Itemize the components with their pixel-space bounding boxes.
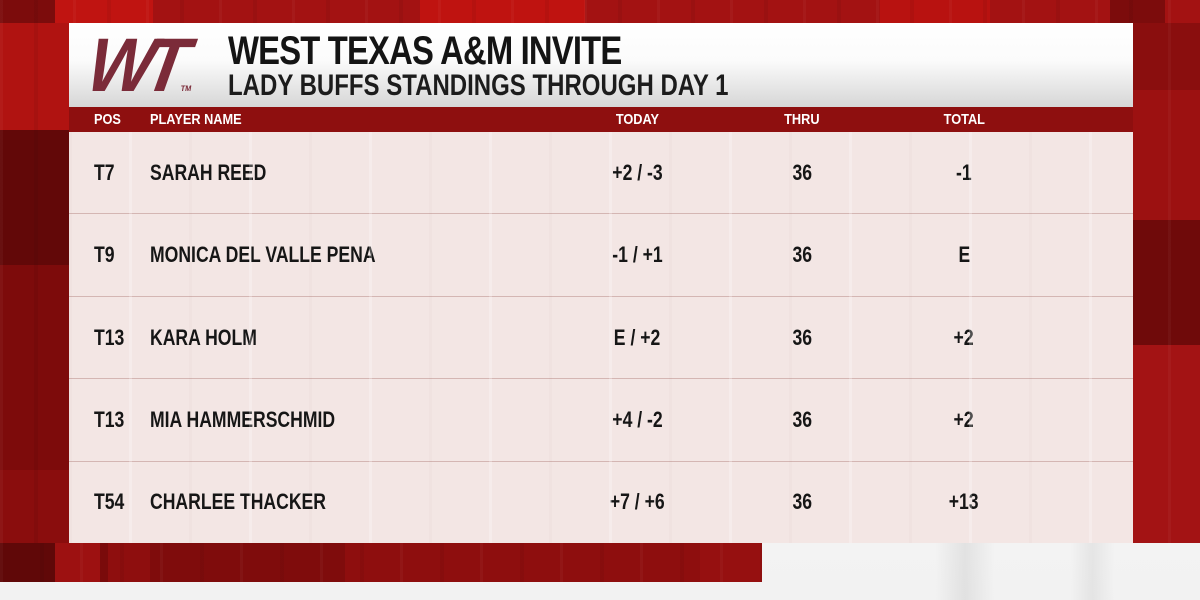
bg-block xyxy=(880,0,990,23)
today-score: +4 / -2 xyxy=(611,406,663,432)
column-header-total: TOTAL xyxy=(943,111,985,128)
player-name: MONICA DEL VALLE PENA xyxy=(150,242,376,268)
page-subtitle: LADY BUFFS STANDINGS THROUGH DAY 1 xyxy=(228,69,729,102)
thru-value: 36 xyxy=(792,406,812,432)
bg-block xyxy=(0,23,69,130)
player-name: MIA HAMMERSCHMID xyxy=(150,406,336,432)
bg-block xyxy=(0,130,69,265)
today-score: E / +2 xyxy=(613,324,661,350)
pos-value: T13 xyxy=(94,324,125,350)
thru-value: 36 xyxy=(792,324,812,350)
column-header-player: PLAYER NAME xyxy=(150,111,242,128)
bg-block xyxy=(1110,0,1165,23)
pos-value: T9 xyxy=(94,242,115,268)
bg-block xyxy=(420,0,585,23)
bg-block xyxy=(100,543,108,582)
trademark-symbol: TM xyxy=(179,84,193,93)
column-header-today: TODAY xyxy=(615,111,659,128)
pos-value: T54 xyxy=(94,489,125,515)
player-name: CHARLEE THACKER xyxy=(150,489,326,515)
column-header-pos: POS xyxy=(94,111,121,128)
table-row: T54 CHARLEE THACKER +7 / +6 36 +13 xyxy=(69,462,1133,543)
standings-table: T7 SARAH REED +2 / -3 36 -1 T9 MONICA DE… xyxy=(69,132,1133,543)
thru-value: 36 xyxy=(792,159,812,185)
total-score: +2 xyxy=(953,324,975,350)
bg-block xyxy=(1133,345,1200,543)
total-score: +2 xyxy=(953,406,975,432)
bg-block xyxy=(0,543,55,582)
bg-block xyxy=(55,0,153,23)
bg-block xyxy=(0,470,69,543)
thru-value: 36 xyxy=(792,242,812,268)
graphic-header-band: WT TM WEST TEXAS A&M INVITE LADY BUFFS S… xyxy=(69,23,1133,108)
today-score: +2 / -3 xyxy=(611,159,663,185)
total-score: +13 xyxy=(949,489,979,515)
table-row: T7 SARAH REED +2 / -3 36 -1 xyxy=(69,132,1133,215)
bg-block xyxy=(0,0,55,23)
red-bottom-bar xyxy=(0,543,762,582)
bg-block xyxy=(1133,23,1200,90)
page-title: WEST TEXAS A&M INVITE xyxy=(228,29,622,73)
table-header-row: POS PLAYER NAME TODAY THRU TOTAL xyxy=(69,107,1133,132)
bg-gray-streak xyxy=(935,541,995,600)
player-name: SARAH REED xyxy=(150,159,267,185)
wt-logo-text: WT xyxy=(81,22,187,108)
bg-block xyxy=(455,543,570,582)
table-row: T9 MONICA DEL VALLE PENA -1 / +1 36 E xyxy=(69,214,1133,297)
wt-logo: WT TM xyxy=(82,23,203,108)
pos-value: T7 xyxy=(94,159,115,185)
table-row: T13 KARA HOLM E / +2 36 +2 xyxy=(69,297,1133,380)
bg-block xyxy=(0,265,69,470)
bg-block xyxy=(150,543,345,582)
today-score: +7 / +6 xyxy=(609,489,665,515)
bg-block xyxy=(1133,220,1200,345)
bg-gray-streak xyxy=(1070,541,1115,600)
pos-value: T13 xyxy=(94,406,125,432)
thru-value: 36 xyxy=(792,489,812,515)
table-row: T13 MIA HAMMERSCHMID +4 / -2 36 +2 xyxy=(69,379,1133,462)
player-name: KARA HOLM xyxy=(150,324,257,350)
today-score: -1 / +1 xyxy=(611,242,663,268)
column-header-thru: THRU xyxy=(784,111,820,128)
bg-block xyxy=(55,543,100,582)
bg-block xyxy=(1133,90,1200,220)
total-score: -1 xyxy=(956,159,972,185)
bg-block xyxy=(700,543,762,582)
total-score: E xyxy=(958,242,970,268)
